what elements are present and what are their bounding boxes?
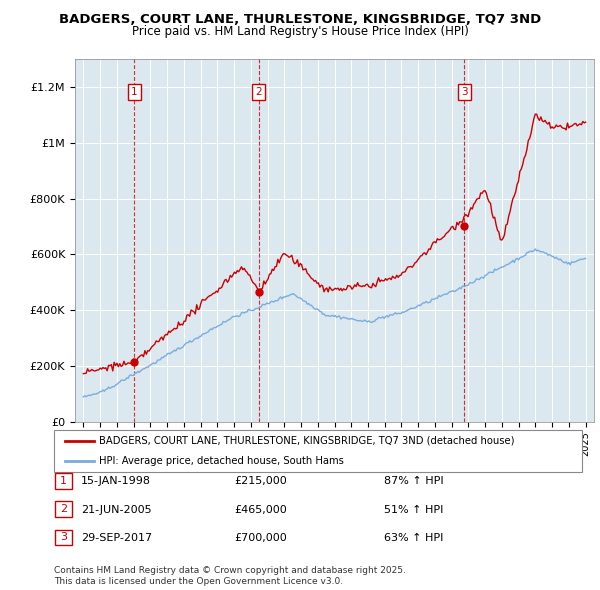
Text: 1: 1: [131, 87, 137, 97]
Text: 1: 1: [60, 476, 67, 486]
Text: 2: 2: [256, 87, 262, 97]
Text: BADGERS, COURT LANE, THURLESTONE, KINGSBRIDGE, TQ7 3ND (detached house): BADGERS, COURT LANE, THURLESTONE, KINGSB…: [99, 436, 514, 446]
Text: 3: 3: [60, 533, 67, 542]
Text: 15-JAN-1998: 15-JAN-1998: [81, 477, 151, 486]
Text: 21-JUN-2005: 21-JUN-2005: [81, 505, 152, 514]
Text: 3: 3: [461, 87, 467, 97]
Text: Price paid vs. HM Land Registry's House Price Index (HPI): Price paid vs. HM Land Registry's House …: [131, 25, 469, 38]
Text: 2: 2: [60, 504, 67, 514]
Text: 29-SEP-2017: 29-SEP-2017: [81, 533, 152, 543]
Text: 51% ↑ HPI: 51% ↑ HPI: [384, 505, 443, 514]
Text: 87% ↑ HPI: 87% ↑ HPI: [384, 477, 443, 486]
Text: £215,000: £215,000: [234, 477, 287, 486]
Text: £700,000: £700,000: [234, 533, 287, 543]
Text: BADGERS, COURT LANE, THURLESTONE, KINGSBRIDGE, TQ7 3ND: BADGERS, COURT LANE, THURLESTONE, KINGSB…: [59, 13, 541, 26]
Text: Contains HM Land Registry data © Crown copyright and database right 2025.
This d: Contains HM Land Registry data © Crown c…: [54, 566, 406, 586]
Text: £465,000: £465,000: [234, 505, 287, 514]
Text: 63% ↑ HPI: 63% ↑ HPI: [384, 533, 443, 543]
Text: HPI: Average price, detached house, South Hams: HPI: Average price, detached house, Sout…: [99, 455, 344, 466]
